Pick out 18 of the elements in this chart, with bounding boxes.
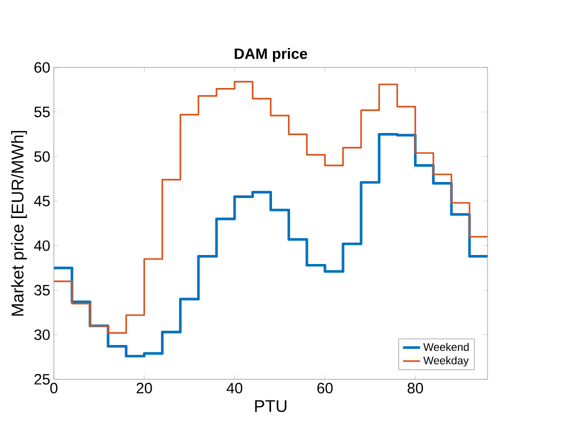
y-axis-title: Market price [EUR/MWh] <box>11 130 27 316</box>
y-tick-label: 55 <box>34 106 50 118</box>
y-tick-label: 50 <box>34 151 50 162</box>
x-tick-label: 80 <box>408 382 424 394</box>
y-tick-label: 25 <box>34 374 50 384</box>
x-tick-label: 60 <box>317 382 333 394</box>
legend-label: Weekday <box>423 356 469 366</box>
x-axis-title: PTU <box>255 400 286 412</box>
y-tick-label: 45 <box>34 196 50 206</box>
x-tick-label: 0 <box>50 382 58 394</box>
y-tick-label: 35 <box>34 284 50 296</box>
chart-title: DAM price <box>234 48 308 62</box>
x-tick-label: 40 <box>226 382 242 394</box>
y-tick-label: 30 <box>34 329 50 340</box>
y-tick-label: 60 <box>34 62 50 73</box>
legend-label: Weekend <box>423 342 469 351</box>
x-tick-label: 20 <box>136 382 152 394</box>
y-tick-label: 40 <box>34 240 50 251</box>
